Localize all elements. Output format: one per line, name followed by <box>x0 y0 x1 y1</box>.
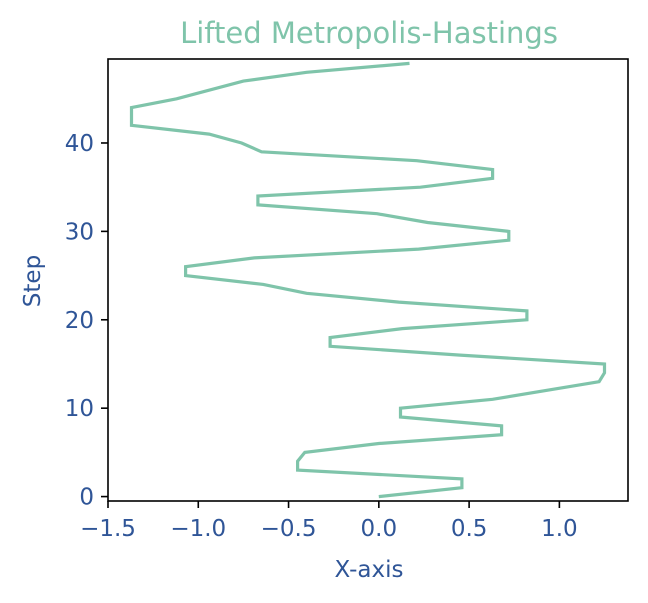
x-axis-label: X-axis <box>335 557 404 583</box>
x-tick-label: 0.0 <box>361 516 398 542</box>
y-tick-label: 0 <box>79 485 94 511</box>
x-tick-label: −0.5 <box>261 516 317 542</box>
y-tick-label: 30 <box>65 219 94 245</box>
plot-frame <box>107 58 629 502</box>
x-axis: −1.5 −1.0 −0.5 0.0 0.5 1.0 <box>80 501 578 542</box>
x-tick-label: −1.5 <box>80 516 136 542</box>
x-tick-label: 0.5 <box>451 516 488 542</box>
y-axis: 0 10 20 30 40 <box>65 131 108 511</box>
y-axis-label: Step <box>20 255 46 307</box>
x-tick-label: 1.0 <box>541 516 578 542</box>
plot-area <box>129 61 607 499</box>
y-tick-label: 40 <box>65 131 94 157</box>
chart-title: Lifted Metropolis-Hastings <box>180 16 558 50</box>
y-tick-label: 10 <box>65 396 94 422</box>
y-tick-label: 20 <box>65 308 94 334</box>
x-tick-label: −1.0 <box>170 516 226 542</box>
series-line-0 <box>129 61 607 499</box>
